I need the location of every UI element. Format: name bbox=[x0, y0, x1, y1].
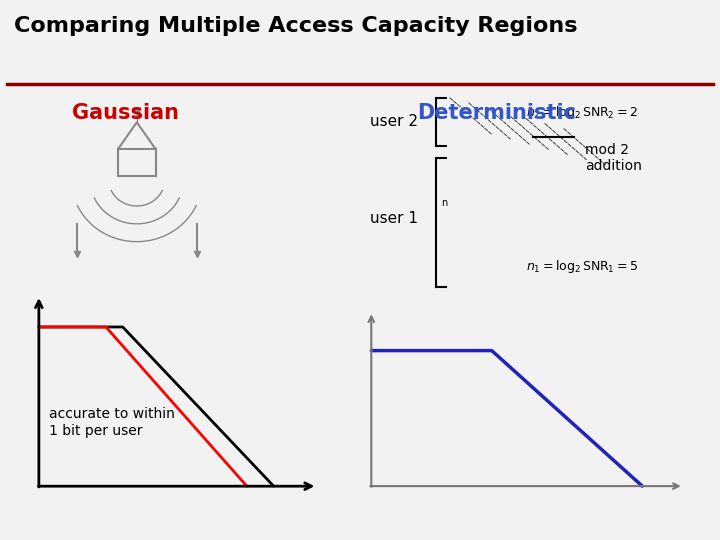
Text: Deterministic: Deterministic bbox=[418, 103, 577, 123]
Text: mod 2
addition: mod 2 addition bbox=[585, 143, 642, 173]
Text: n: n bbox=[441, 198, 447, 208]
Text: $n_2 = \log_2 \mathrm{SNR}_2 = 2$: $n_2 = \log_2 \mathrm{SNR}_2 = 2$ bbox=[526, 104, 638, 122]
Text: user 2: user 2 bbox=[370, 114, 418, 130]
Text: user 1: user 1 bbox=[370, 211, 418, 226]
Bar bbox=[118, 149, 156, 176]
Text: Gaussian: Gaussian bbox=[72, 103, 179, 123]
Text: Comparing Multiple Access Capacity Regions: Comparing Multiple Access Capacity Regio… bbox=[14, 16, 578, 36]
Text: accurate to within
1 bit per user: accurate to within 1 bit per user bbox=[49, 407, 175, 437]
Text: $n_1 = \log_2 \mathrm{SNR}_1 = 5$: $n_1 = \log_2 \mathrm{SNR}_1 = 5$ bbox=[526, 258, 638, 275]
